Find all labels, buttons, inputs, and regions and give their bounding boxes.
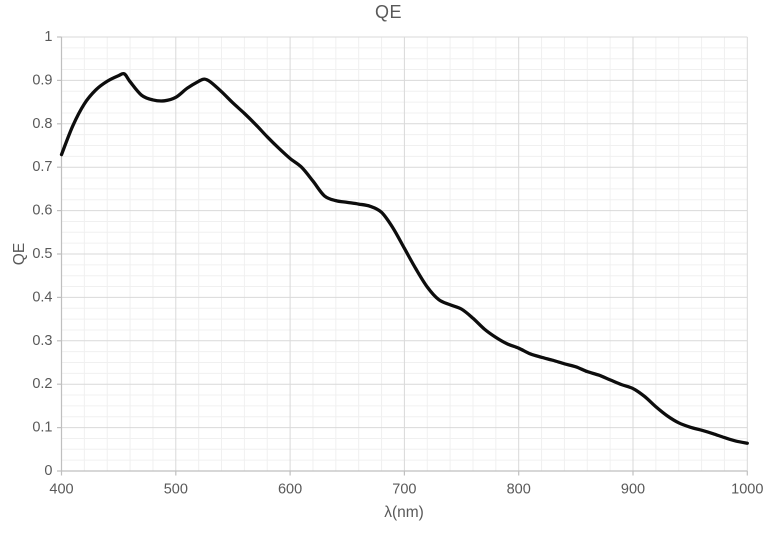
x-tick-label: 400 xyxy=(49,482,73,498)
y-tick-label: 0.8 xyxy=(32,116,52,132)
qe-curve xyxy=(59,71,749,445)
y-tick-label: 0 xyxy=(44,463,52,479)
y-tick-label: 0.2 xyxy=(32,376,52,392)
x-tick-label: 1000 xyxy=(731,482,763,498)
y-tick-label: 0.7 xyxy=(32,159,52,175)
x-axis-title: λ(nm) xyxy=(384,504,424,521)
x-tick-label: 800 xyxy=(507,482,531,498)
y-tick-label: 0.5 xyxy=(32,246,52,262)
y-tick-label: 0.3 xyxy=(32,333,52,349)
x-tick-label: 600 xyxy=(278,482,302,498)
chart-title: QE xyxy=(374,2,402,22)
y-tick-label: 0.1 xyxy=(32,420,52,436)
x-tick-label: 700 xyxy=(392,482,416,498)
x-tick-label: 500 xyxy=(164,482,188,498)
y-tick-label: 1 xyxy=(44,29,52,45)
x-tick-label: 900 xyxy=(621,482,645,498)
y-tick-label: 0.9 xyxy=(32,72,52,88)
y-tick-label: 0.4 xyxy=(32,289,52,305)
y-tick-label: 0.6 xyxy=(32,203,52,219)
